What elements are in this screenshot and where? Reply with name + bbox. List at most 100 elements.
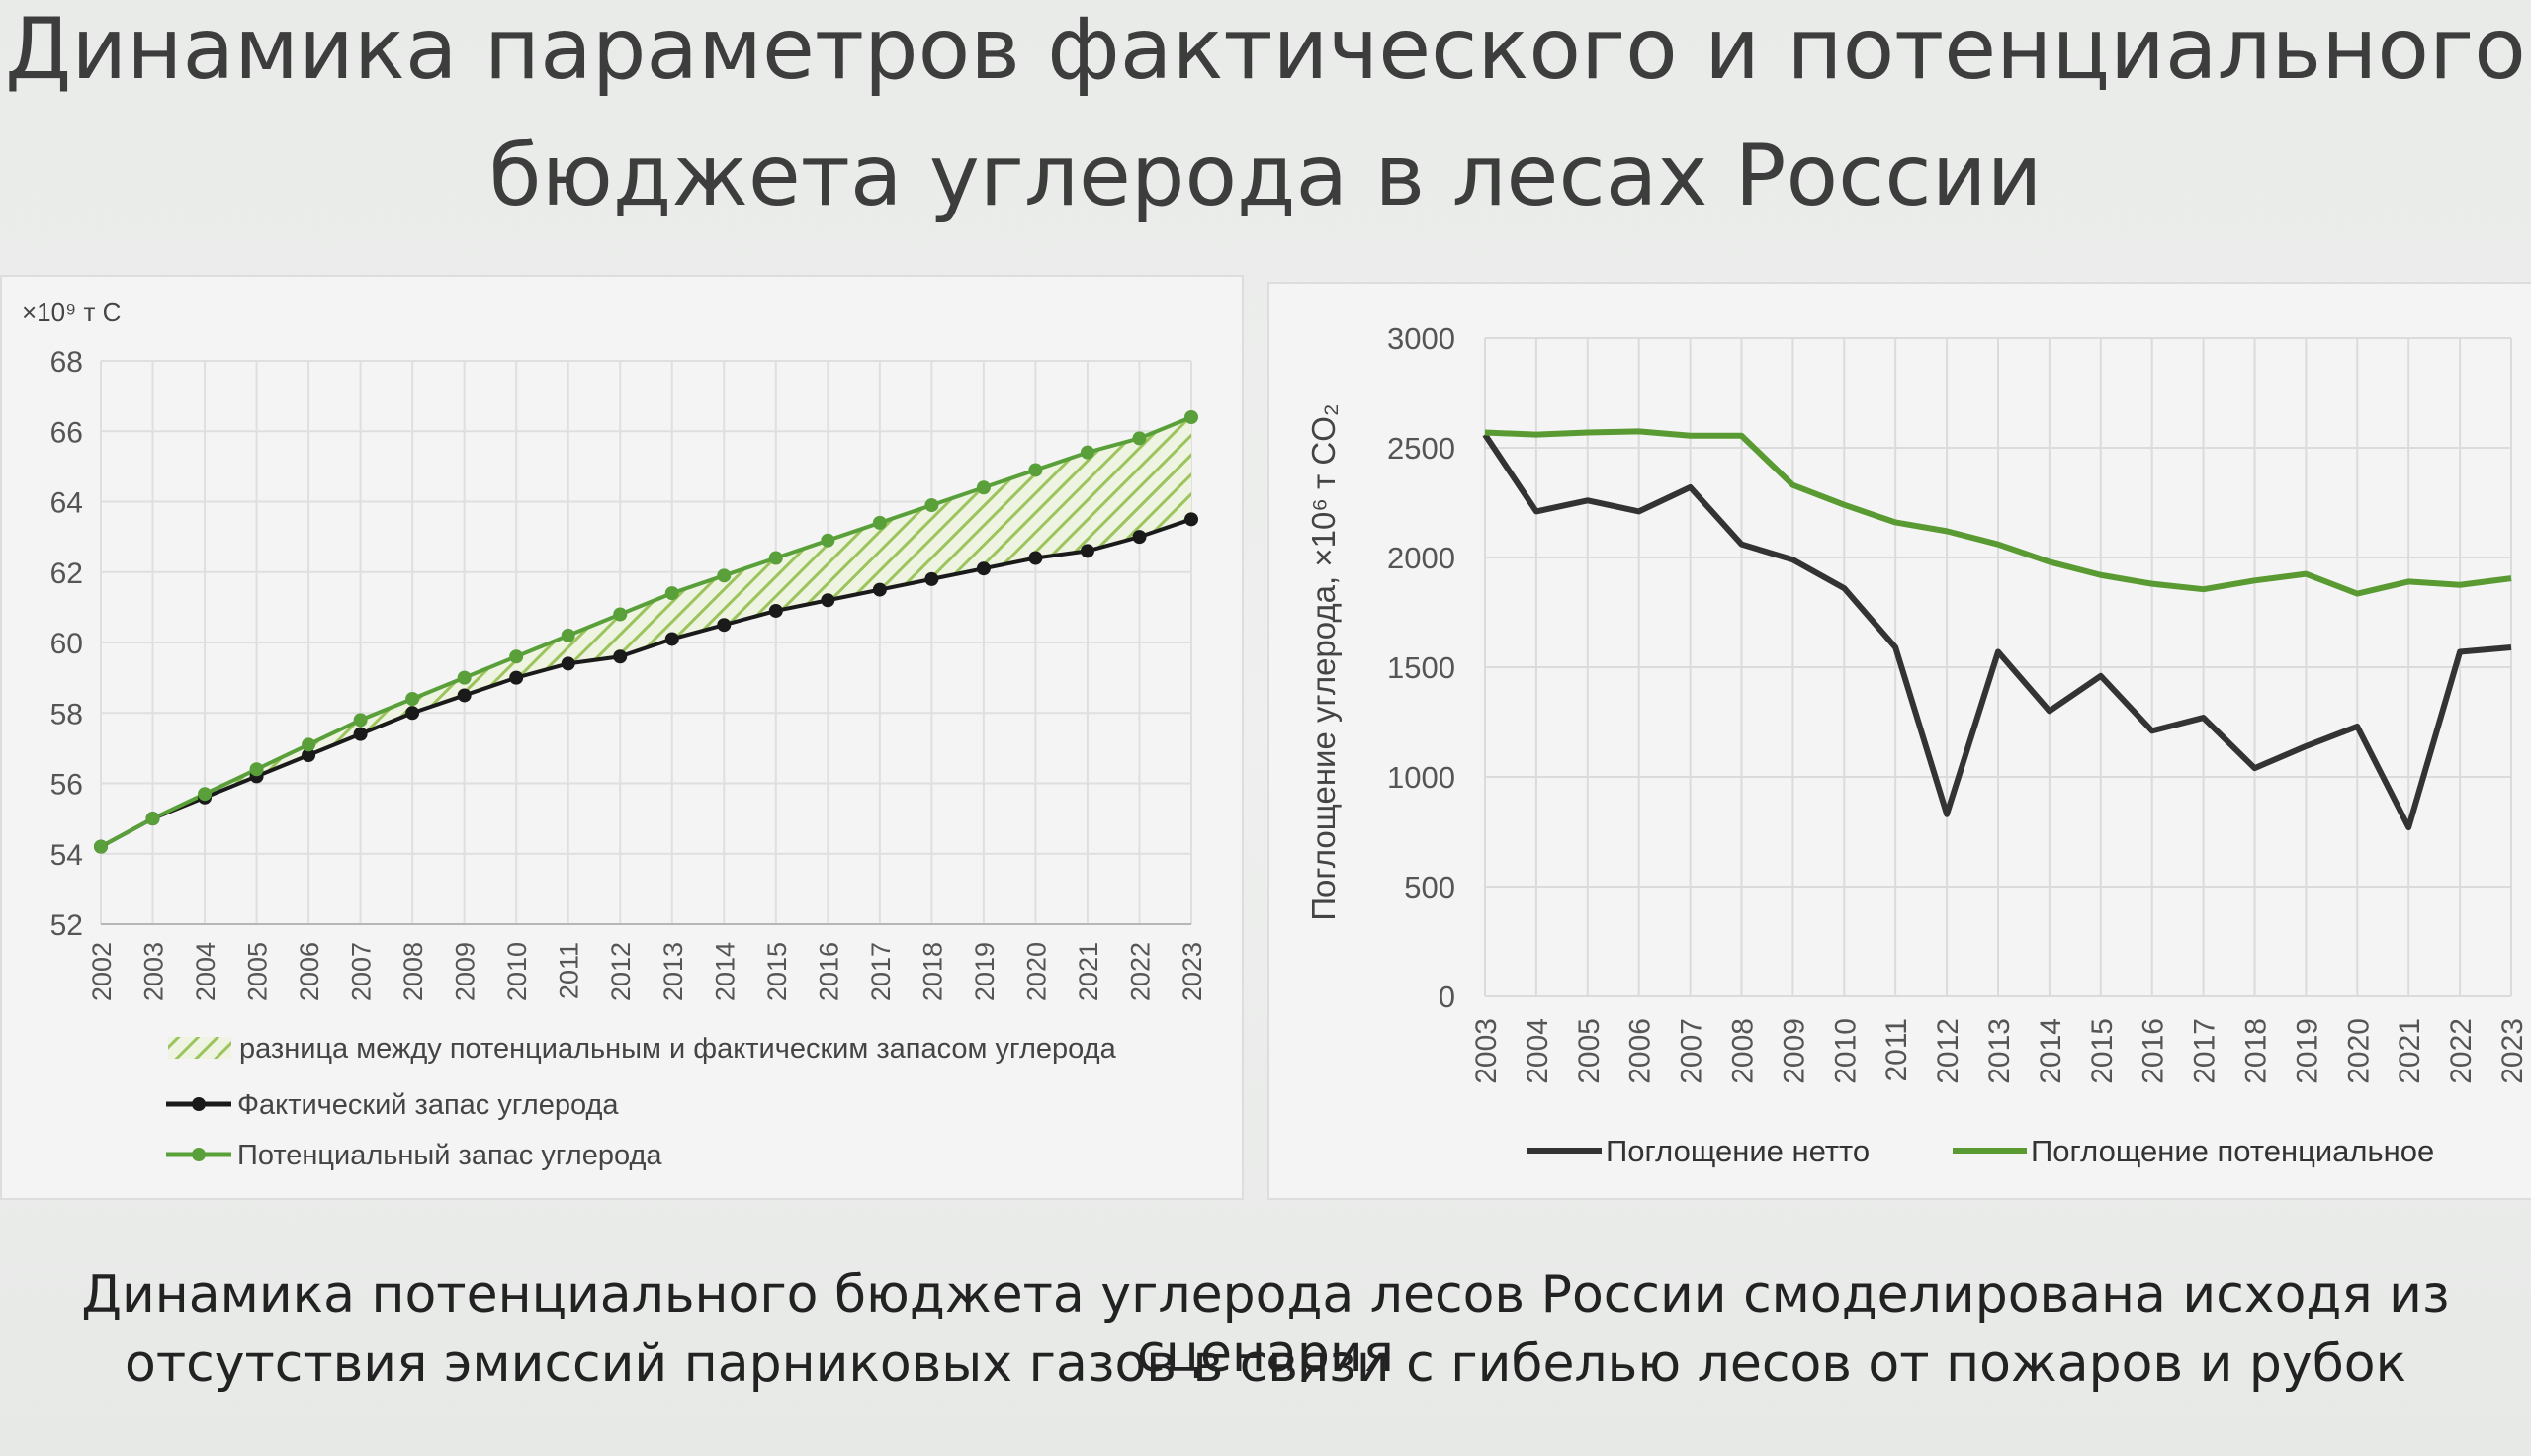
point-potential (1132, 431, 1147, 446)
x-tick-label: 2007 (1676, 1018, 1708, 1084)
x-tick-label: 2022 (1125, 942, 1155, 1001)
y-tick-label: 60 (50, 628, 83, 660)
x-tick-label: 2013 (1983, 1018, 2016, 1084)
point-potential (249, 762, 264, 777)
series-line-potential-uptake (1484, 428, 2512, 597)
legend-marker-potential (192, 1148, 206, 1161)
x-tick-label: 2023 (2496, 1018, 2529, 1084)
point-potential (145, 812, 160, 826)
point-actual (509, 670, 524, 685)
legend-hatch-swatch (168, 1037, 231, 1059)
x-tick-label: 2022 (2445, 1018, 2478, 1084)
x-tick-label: 2008 (1727, 1018, 1760, 1084)
point-actual (717, 618, 732, 633)
x-tick-label: 2021 (2394, 1018, 2426, 1084)
y-unit-label: ×10⁹ т С (22, 298, 121, 327)
x-tick-label: 2021 (1074, 942, 1103, 1001)
point-potential (768, 551, 783, 565)
x-tick-label: 2018 (2240, 1018, 2273, 1084)
point-actual (664, 632, 679, 646)
x-tick-label: 2010 (502, 942, 532, 1001)
point-potential (561, 628, 575, 642)
carbon-uptake-chart: 0 500 1000 1500 2000 2500 3000 2003 2004 2005 200… (1305, 321, 2529, 1168)
point-potential (94, 839, 108, 854)
carbon-stock-chart: 52 54 56 58 60 62 64 66 68 2002 2003 2004 2005 2006 2… (22, 298, 1207, 1171)
x-tick-label: 2019 (970, 942, 1000, 1001)
series-line-actual (100, 517, 1192, 849)
point-actual (457, 688, 472, 703)
x-tick-label: 2015 (762, 942, 792, 1001)
caption-line-1: Динамика потенциального бюджета углерода… (81, 1265, 2450, 1384)
title-line-2: бюджета углерода в лесах России (488, 127, 2043, 225)
y-tick-label: 1000 (1387, 760, 1455, 795)
x-tick-label: 2002 (87, 942, 117, 1001)
x-tick-label: 2019 (2291, 1018, 2323, 1084)
y-tick-label: 2500 (1387, 431, 1455, 466)
point-actual (1028, 551, 1043, 565)
x-tick-label: 2003 (139, 942, 169, 1001)
x-tick-label: 2009 (1778, 1018, 1810, 1084)
caption-line-2: отсутствия эмиссий парниковых газов в св… (125, 1334, 2406, 1394)
y-tick-label: 3000 (1387, 321, 1455, 356)
y-tick-label: 62 (50, 557, 83, 590)
y-tick-label: 64 (50, 487, 83, 520)
legend-label-potential: Потенциальный запас углерода (237, 1140, 662, 1171)
point-potential (976, 480, 991, 495)
point-potential (457, 670, 472, 685)
legend-label-net: Поглощение нетто (1606, 1134, 1870, 1168)
legend-label-actual: Фактический запас углерода (237, 1089, 619, 1121)
point-actual (613, 649, 628, 664)
x-tick-label: 2017 (2189, 1018, 2222, 1084)
x-tick-label: 2012 (1932, 1018, 1964, 1084)
y-tick-label: 68 (50, 346, 83, 379)
point-actual (768, 603, 783, 618)
point-potential (509, 649, 524, 664)
x-tick-label: 2016 (814, 942, 843, 1001)
y-tick-label: 1500 (1387, 650, 1455, 685)
point-potential (924, 498, 939, 513)
point-actual (976, 561, 991, 576)
x-tick-label: 2017 (866, 942, 896, 1001)
x-tick-label: 2007 (347, 942, 377, 1001)
point-potential (1028, 463, 1043, 477)
legend-label-potential-uptake: Поглощение потенциальное (2031, 1134, 2434, 1168)
point-potential (664, 586, 679, 601)
point-potential (613, 607, 628, 622)
point-actual (302, 748, 316, 762)
point-potential (1080, 445, 1094, 460)
point-potential (872, 515, 887, 530)
point-potential (353, 713, 368, 728)
x-tick-label: 2012 (606, 942, 636, 1001)
point-actual (561, 656, 575, 671)
x-tick-label: 2018 (917, 942, 947, 1001)
title-line-1: Динамика параметров фактического и потен… (5, 0, 2526, 99)
difference-hatched-area (101, 417, 1191, 847)
y-tick-label: 52 (50, 909, 83, 942)
x-tick-label: 2010 (1829, 1018, 1862, 1084)
point-potential (821, 533, 835, 548)
point-potential (302, 737, 316, 752)
series-line-potential (100, 415, 1192, 849)
x-tick-label: 2015 (2086, 1018, 2119, 1084)
x-tick-label: 2003 (1470, 1018, 1503, 1084)
x-tick-label: 2013 (658, 942, 688, 1001)
legend-marker-actual (192, 1097, 206, 1111)
x-tick-label: 2020 (1021, 942, 1051, 1001)
x-tick-label: 2011 (1880, 1018, 1913, 1082)
x-tick-label: 2016 (2138, 1018, 2170, 1084)
y-tick-label: 58 (50, 698, 83, 730)
point-actual (1080, 544, 1094, 558)
y-tick-label: 54 (50, 839, 83, 872)
x-tick-label: 2006 (295, 942, 324, 1001)
x-tick-label: 2004 (191, 942, 220, 1001)
point-potential (717, 568, 732, 583)
point-actual (1132, 530, 1147, 545)
y-tick-label: 0 (1439, 980, 1455, 1014)
x-tick-label: 2020 (2342, 1018, 2375, 1084)
point-actual (353, 727, 368, 741)
legend-label-difference: разница между потенциальным и фактически… (239, 1033, 1117, 1065)
point-actual (924, 571, 939, 586)
y-tick-label: 500 (1404, 870, 1455, 904)
x-tick-label: 2014 (710, 942, 740, 1001)
point-actual (872, 582, 887, 597)
